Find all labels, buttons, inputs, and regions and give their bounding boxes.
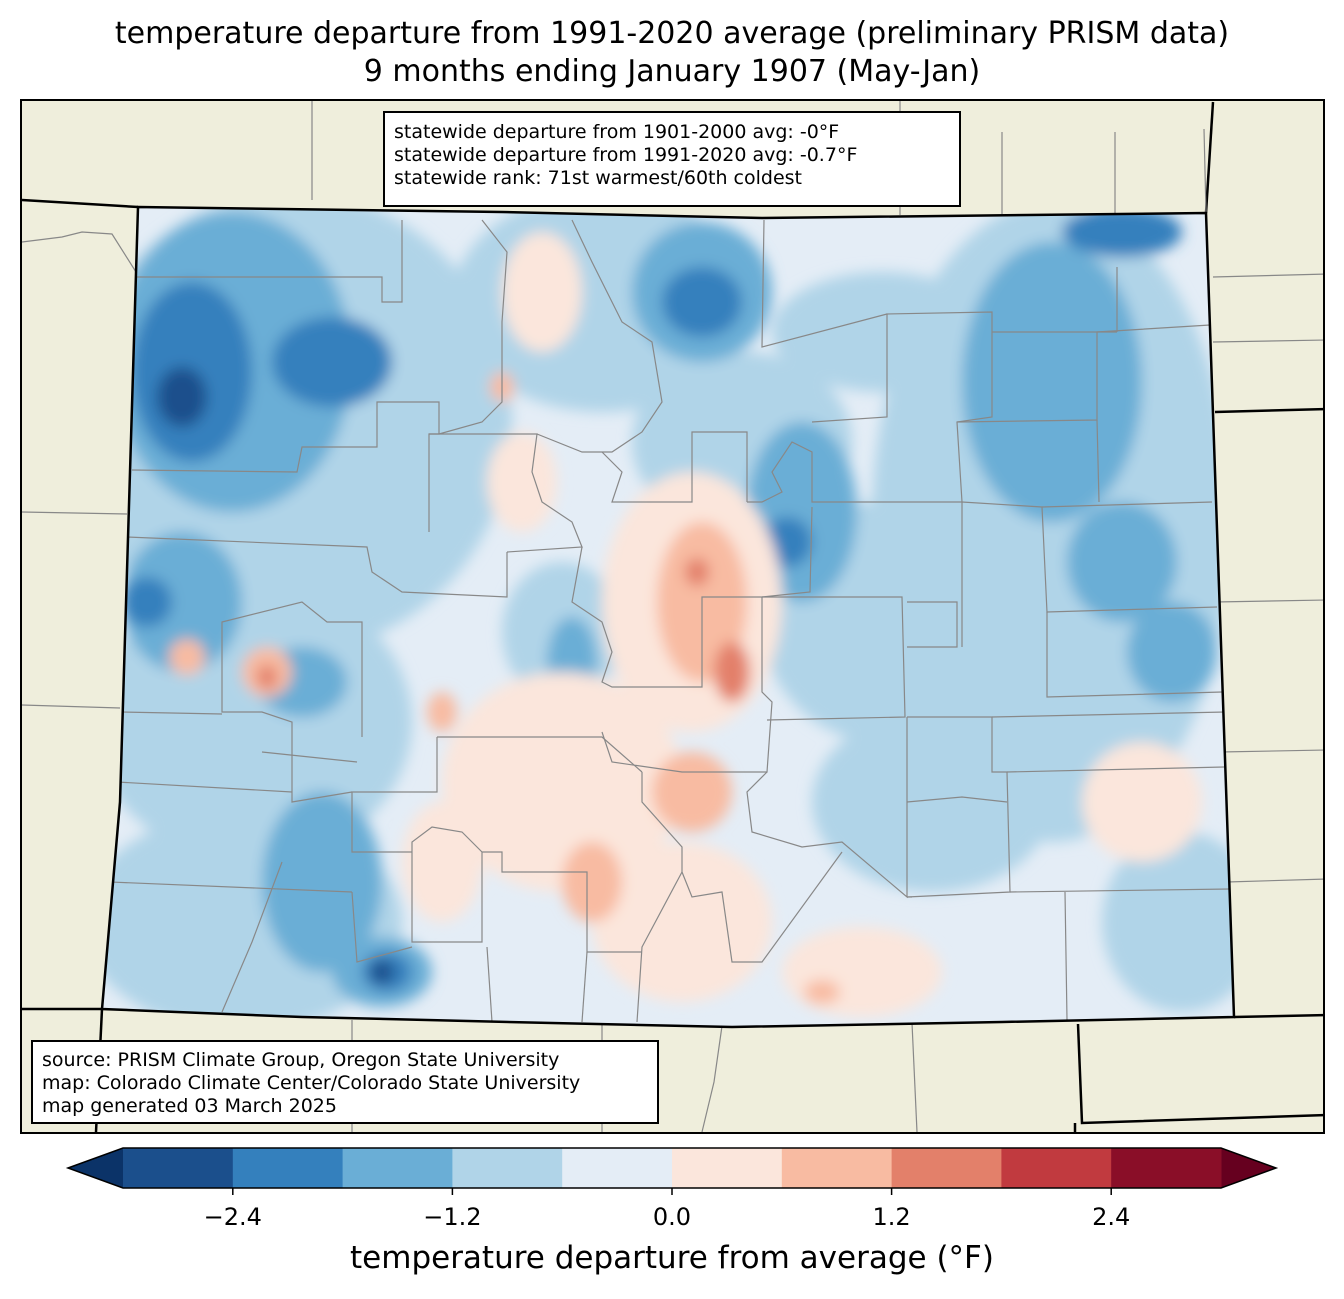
colorbar-over-arrow <box>1221 1148 1276 1188</box>
source-line-generated: map generated 03 March 2025 <box>42 1095 337 1117</box>
colorbar-bin <box>1001 1148 1112 1188</box>
county-lines <box>109 219 1231 1023</box>
colorbar-bin <box>562 1148 673 1188</box>
field-darkest-blue <box>157 367 394 984</box>
statewide-stats-box: statewide departure from 1901-2000 avg: … <box>383 111 961 207</box>
colorbar-bin <box>452 1148 563 1188</box>
map-panel <box>20 99 1325 1134</box>
colorbar-bin <box>342 1148 453 1188</box>
colorbar-tick-label: 1.2 <box>873 1203 911 1230</box>
colorbar-bin <box>672 1148 783 1188</box>
field-strong-warm <box>257 558 750 702</box>
source-line-prism: source: PRISM Climate Group, Oregon Stat… <box>42 1049 560 1071</box>
colorbar-tick-label: −1.2 <box>423 1203 481 1230</box>
temperature-field <box>102 207 1234 1027</box>
neighbor-state-borders <box>22 101 1323 1132</box>
source-line-map: map: Colorado Climate Center/Colorado St… <box>42 1072 581 1094</box>
colorbar-tick-label: 2.4 <box>1092 1203 1130 1230</box>
map-title: temperature departure from 1991-2020 ave… <box>114 16 1230 51</box>
colorbar: −2.4 −1.2 0.0 1.2 2.4 <box>65 1147 1279 1230</box>
colorbar-bin <box>781 1148 893 1188</box>
colorbar-bin <box>123 1148 234 1188</box>
colorbar-bin <box>891 1148 1002 1188</box>
stats-line-1991-2020: statewide departure from 1991-2020 avg: … <box>394 144 858 166</box>
stats-line-1901-2000: statewide departure from 1901-2000 avg: … <box>394 121 840 143</box>
colorbar-outline <box>65 1147 1279 1189</box>
colorado-border <box>100 205 1236 1029</box>
colorbar-tick-label: −2.4 <box>204 1203 262 1230</box>
colorbar-bin <box>1111 1148 1222 1188</box>
colorado-map <box>22 101 1323 1132</box>
colorbar-under-arrow <box>68 1148 123 1188</box>
map-subtitle: 9 months ending January 1907 (May-Jan) <box>363 54 981 89</box>
colorbar-label: temperature departure from average (°F) <box>350 1240 994 1276</box>
colorbar-bin <box>232 1148 344 1188</box>
stats-line-rank: statewide rank: 71st warmest/60th coldes… <box>394 167 803 189</box>
colorbar-tick-label: 0.0 <box>653 1203 691 1230</box>
source-box: source: PRISM Climate Group, Oregon Stat… <box>31 1040 659 1124</box>
